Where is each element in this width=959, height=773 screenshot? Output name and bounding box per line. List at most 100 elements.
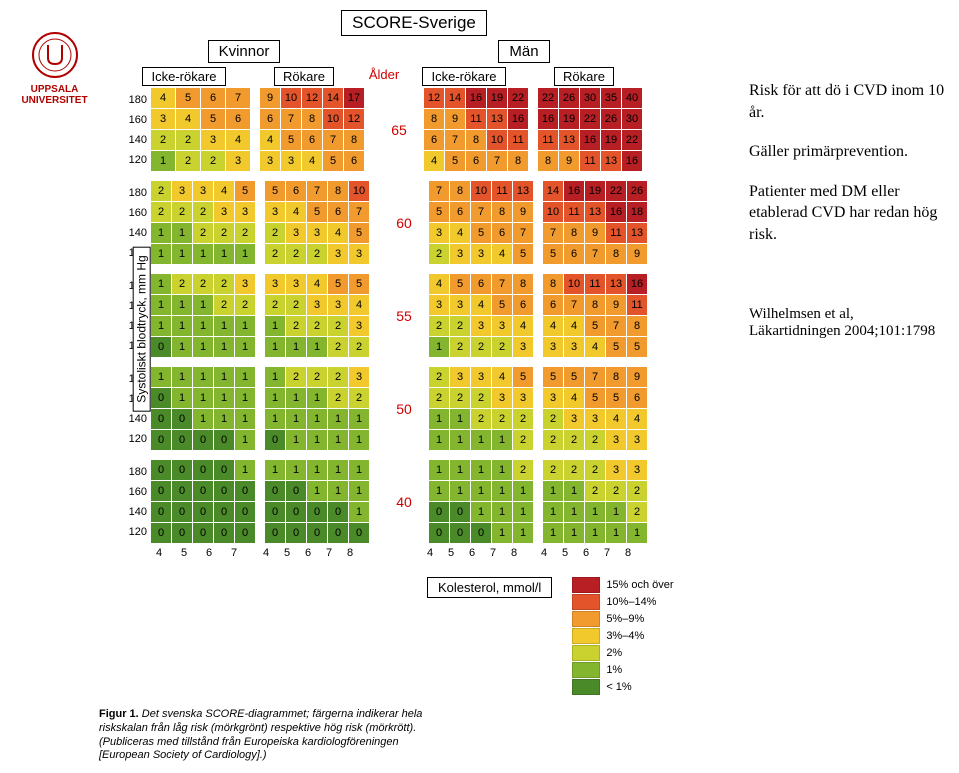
risk-cell: 19 [487, 88, 507, 108]
risk-cell: 2 [286, 244, 306, 264]
xtick: 8 [504, 547, 524, 559]
risk-cell: 3 [260, 151, 280, 171]
risk-cell: 1 [235, 430, 255, 450]
risk-cell: 1 [450, 460, 470, 480]
logo-line1: UPPSALA [31, 84, 79, 95]
risk-cell: 1 [492, 481, 512, 501]
risk-cell: 0 [193, 430, 213, 450]
risk-cell: 0 [193, 523, 213, 543]
xtick: 5 [441, 547, 461, 559]
risk-cell: 2 [450, 316, 470, 336]
risk-cell: 3 [429, 295, 449, 315]
risk-cell: 13 [627, 223, 647, 243]
risk-cell: 5 [328, 274, 348, 294]
risk-cell: 2 [349, 337, 369, 357]
risk-cell: 7 [307, 181, 327, 201]
risk-cell: 2 [471, 337, 491, 357]
risk-cell: 0 [450, 523, 470, 543]
risk-cell: 2 [307, 244, 327, 264]
risk-cell: 5 [281, 130, 301, 150]
risk-cell: 8 [466, 130, 486, 150]
risk-cell: 1 [349, 502, 369, 522]
risk-cell: 22 [622, 130, 642, 150]
risk-cell: 19 [559, 109, 579, 129]
risk-cell: 19 [601, 130, 621, 150]
risk-cell: 17 [344, 88, 364, 108]
risk-cell: 2 [193, 223, 213, 243]
risk-cell: 5 [349, 274, 369, 294]
risk-cell: 2 [307, 316, 327, 336]
risk-cell: 1 [349, 481, 369, 501]
age-label: 55 [379, 308, 429, 324]
risk-cell: 0 [450, 502, 470, 522]
risk-cell: 7 [471, 202, 491, 222]
risk-cell: 0 [214, 460, 234, 480]
risk-cell: 9 [585, 223, 605, 243]
risk-cell: 7 [445, 130, 465, 150]
risk-cell: 4 [564, 316, 584, 336]
ytick: 140 [117, 502, 147, 522]
risk-cell: 0 [429, 523, 449, 543]
xtick: 7 [597, 547, 617, 559]
risk-cell: 13 [513, 181, 533, 201]
risk-cell: 6 [513, 295, 533, 315]
risk-cell: 2 [151, 202, 171, 222]
side-p1: Risk för att dö i CVD inom 10 år. [749, 80, 949, 123]
risk-cell: 7 [487, 151, 507, 171]
risk-cell: 6 [450, 202, 470, 222]
risk-cell: 1 [471, 481, 491, 501]
risk-cell: 40 [622, 88, 642, 108]
risk-cell: 1 [214, 409, 234, 429]
risk-cell: 7 [492, 274, 512, 294]
risk-cell: 1 [151, 223, 171, 243]
legend-swatch [572, 594, 600, 610]
ytick: 180 [117, 462, 147, 482]
risk-cell: 1 [606, 502, 626, 522]
risk-cell: 3 [606, 430, 626, 450]
risk-cell: 12 [344, 109, 364, 129]
risk-cell: 16 [627, 274, 647, 294]
risk-cell: 0 [193, 481, 213, 501]
risk-cell: 1 [513, 481, 533, 501]
xtick: 6 [298, 547, 318, 559]
risk-cell: 0 [328, 502, 348, 522]
risk-cell: 7 [606, 316, 626, 336]
risk-cell: 3 [513, 388, 533, 408]
risk-cell: 2 [471, 409, 491, 429]
risk-cell: 11 [606, 223, 626, 243]
risk-cell: 1 [214, 388, 234, 408]
risk-cell: 4 [450, 223, 470, 243]
risk-cell: 1 [471, 502, 491, 522]
risk-cell: 1 [214, 367, 234, 387]
risk-cell: 8 [606, 367, 626, 387]
risk-cell: 0 [265, 481, 285, 501]
risk-cell: 1 [193, 244, 213, 264]
risk-cell: 11 [580, 151, 600, 171]
risk-cell: 8 [344, 130, 364, 150]
risk-cell: 2 [585, 430, 605, 450]
risk-cell: 3 [492, 316, 512, 336]
risk-cell: 1 [307, 337, 327, 357]
figure-caption: Figur 1. Det svenska SCORE-diagrammet; f… [99, 708, 429, 763]
risk-cell: 4 [543, 316, 563, 336]
risk-cell: 1 [429, 481, 449, 501]
risk-cell: 3 [214, 202, 234, 222]
legend-swatch [572, 611, 600, 627]
risk-cell: 3 [286, 274, 306, 294]
risk-cell: 1 [265, 388, 285, 408]
risk-cell: 2 [543, 430, 563, 450]
risk-cell: 1 [265, 460, 285, 480]
risk-cell: 0 [172, 409, 192, 429]
risk-cell: 8 [513, 274, 533, 294]
xaxis-label: Kolesterol, mmol/l [427, 577, 552, 598]
risk-cell: 9 [627, 367, 647, 387]
legend-label: 15% och över [606, 579, 673, 591]
risk-cell: 8 [450, 181, 470, 201]
risk-cell: 26 [601, 109, 621, 129]
risk-cell: 5 [450, 274, 470, 294]
side-p2: Gäller primärprevention. [749, 141, 949, 163]
risk-cell: 7 [513, 223, 533, 243]
risk-cell: 1 [286, 337, 306, 357]
risk-cell: 2 [265, 223, 285, 243]
ytick: 160 [117, 110, 147, 130]
